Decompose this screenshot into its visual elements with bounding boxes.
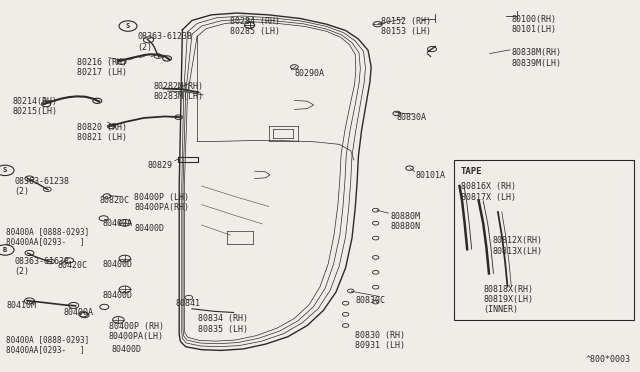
Text: 80834 (RH)
80835 (LH): 80834 (RH) 80835 (LH): [198, 314, 248, 334]
Text: S: S: [126, 23, 130, 29]
Text: 80830C: 80830C: [355, 296, 385, 305]
Text: 80400A [0888-0293]
80400AA[0293-   ]: 80400A [0888-0293] 80400AA[0293- ]: [6, 335, 90, 354]
Text: 80841: 80841: [176, 299, 201, 308]
Text: 80290A: 80290A: [294, 69, 324, 78]
Text: 80400A [0888-0293]
80400AA[0293-   ]: 80400A [0888-0293] 80400AA[0293- ]: [6, 227, 90, 246]
Text: 80400D: 80400D: [112, 345, 142, 354]
Text: 80820C: 80820C: [99, 196, 129, 205]
Text: 80400P (RH)
80400PA(LH): 80400P (RH) 80400PA(LH): [109, 322, 164, 341]
Text: 80400A: 80400A: [102, 219, 132, 228]
Text: 80838M(RH)
80839M(LH): 80838M(RH) 80839M(LH): [512, 48, 562, 68]
Text: 80400D: 80400D: [102, 291, 132, 300]
Text: 08363-61238
(2): 08363-61238 (2): [14, 177, 69, 196]
Text: 80214(RH)
80215(LH): 80214(RH) 80215(LH): [13, 97, 58, 116]
Text: 80284 (RH)
80285 (LH): 80284 (RH) 80285 (LH): [230, 17, 280, 36]
Text: S: S: [3, 167, 7, 173]
Text: 80101A: 80101A: [416, 171, 446, 180]
Text: 80400A: 80400A: [64, 308, 94, 317]
Text: 80829: 80829: [147, 161, 172, 170]
Text: ^800*0003: ^800*0003: [586, 355, 630, 364]
Text: 80100(RH)
80101(LH): 80100(RH) 80101(LH): [512, 15, 557, 34]
Text: 08363-61238
(2): 08363-61238 (2): [138, 32, 193, 52]
Text: 08363-61638
(2): 08363-61638 (2): [14, 257, 69, 276]
Bar: [454, 160, 634, 320]
Text: 80816X (RH)
80817X (LH): 80816X (RH) 80817X (LH): [461, 182, 516, 202]
Text: 80400D: 80400D: [134, 224, 164, 233]
Text: 80420C: 80420C: [58, 261, 88, 270]
Text: 80410M: 80410M: [6, 301, 36, 310]
Text: 80282M(RH)
80283M(LH): 80282M(RH) 80283M(LH): [154, 82, 204, 101]
Text: TAPE: TAPE: [461, 167, 483, 176]
Text: 80216 (RH)
80217 (LH): 80216 (RH) 80217 (LH): [77, 58, 127, 77]
Text: 80820 (RH)
80821 (LH): 80820 (RH) 80821 (LH): [77, 123, 127, 142]
Text: 80152 (RH)
80153 (LH): 80152 (RH) 80153 (LH): [381, 17, 431, 36]
Text: 80830 (RH)
80931 (LH): 80830 (RH) 80931 (LH): [355, 331, 405, 350]
Text: 80880M
80880N: 80880M 80880N: [390, 212, 420, 231]
Text: 80400D: 80400D: [102, 260, 132, 269]
Text: 80818X(RH)
80819X(LH)
(INNER): 80818X(RH) 80819X(LH) (INNER): [483, 285, 533, 314]
Text: 80400P (LH)
80400PA(RH): 80400P (LH) 80400PA(RH): [134, 193, 189, 212]
Text: B: B: [3, 247, 7, 253]
Text: 80830A: 80830A: [397, 113, 427, 122]
Text: 80812X(RH)
80813X(LH): 80812X(RH) 80813X(LH): [493, 236, 543, 256]
